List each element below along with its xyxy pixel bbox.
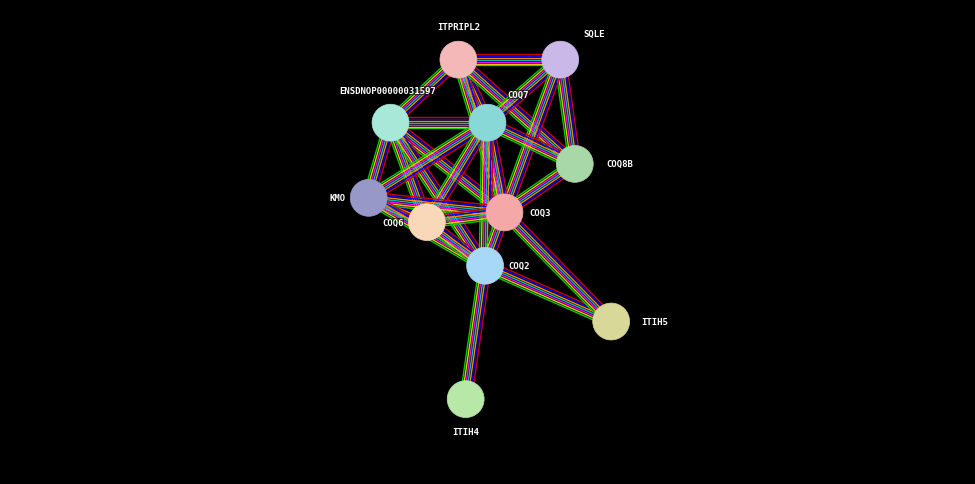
Text: COQ2: COQ2 [508, 262, 529, 271]
Circle shape [469, 105, 506, 142]
Text: COQ7: COQ7 [508, 91, 529, 100]
Circle shape [440, 42, 477, 79]
Text: COQ8B: COQ8B [606, 160, 633, 169]
Text: KMO: KMO [330, 194, 345, 203]
Text: ITIH4: ITIH4 [452, 427, 479, 437]
Circle shape [448, 381, 485, 418]
Circle shape [593, 303, 630, 340]
Circle shape [487, 195, 523, 231]
Circle shape [350, 180, 387, 217]
Circle shape [409, 204, 446, 241]
Text: ITIH5: ITIH5 [642, 318, 668, 326]
Text: ENSDNOP00000031597: ENSDNOP00000031597 [339, 86, 437, 95]
Text: COQ3: COQ3 [529, 209, 551, 217]
Circle shape [557, 146, 593, 183]
Circle shape [372, 105, 409, 142]
Circle shape [467, 248, 503, 285]
Text: COQ6: COQ6 [382, 218, 404, 227]
Text: SQLE: SQLE [583, 30, 605, 39]
Text: ITPRIPL2: ITPRIPL2 [437, 23, 480, 32]
Circle shape [542, 42, 579, 79]
